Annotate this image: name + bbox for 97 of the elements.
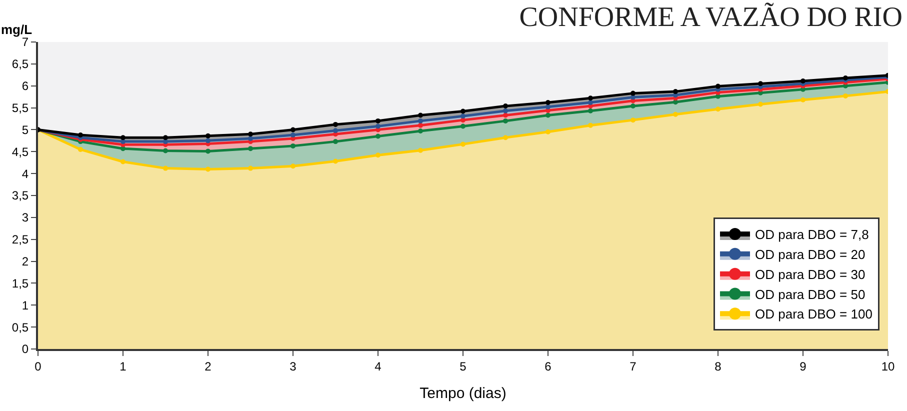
x-tick-label: 10 xyxy=(881,359,895,374)
x-tick-label: 8 xyxy=(714,359,722,374)
point xyxy=(588,100,593,106)
y-tick-label: 5,5 xyxy=(12,100,29,115)
point xyxy=(460,108,466,114)
point xyxy=(630,94,636,100)
point xyxy=(418,128,423,134)
point xyxy=(843,75,848,80)
point xyxy=(376,152,380,158)
x-tick-label: 2 xyxy=(204,359,212,374)
y-tick-label: 3,5 xyxy=(12,188,29,203)
y-tick-label: 1,5 xyxy=(12,276,29,290)
point xyxy=(588,96,593,101)
point xyxy=(460,142,466,147)
legend-label: OD para DBO = 50 xyxy=(755,286,866,302)
point xyxy=(418,122,423,128)
point xyxy=(673,89,678,94)
point xyxy=(716,84,720,89)
y-tick-label: 0,5 xyxy=(12,320,29,334)
x-tick-label: 5 xyxy=(460,359,467,374)
point xyxy=(503,108,508,114)
point xyxy=(630,118,636,123)
point xyxy=(333,139,338,144)
x-tick-label: 3 xyxy=(290,359,297,374)
point xyxy=(248,146,253,152)
legend-label: OD para DBO = 100 xyxy=(755,306,872,322)
point xyxy=(588,122,593,128)
point xyxy=(630,104,636,109)
point xyxy=(290,132,296,138)
y-tick-label: 2 xyxy=(22,254,29,268)
point xyxy=(758,81,763,86)
x-tick-label: 0 xyxy=(34,359,42,374)
point xyxy=(163,148,168,154)
chart-title: CONFORME A VAZÃO DO RIO xyxy=(519,2,902,33)
point xyxy=(333,158,338,164)
x-tick-label: 9 xyxy=(800,359,807,374)
y-tick-label: 0 xyxy=(22,342,29,356)
point xyxy=(630,90,636,96)
point xyxy=(546,112,550,118)
x-tick-label: 1 xyxy=(120,359,127,374)
point xyxy=(206,166,210,172)
point xyxy=(333,122,338,127)
point xyxy=(588,108,593,114)
point xyxy=(418,118,423,124)
point xyxy=(333,128,338,134)
legend-label: OD para DBO = 20 xyxy=(755,247,866,262)
point xyxy=(376,124,380,129)
point xyxy=(800,97,806,102)
x-tick-label: 6 xyxy=(544,359,552,374)
point xyxy=(248,132,253,137)
point xyxy=(163,166,168,171)
legend-label: OD para DBO = 30 xyxy=(755,266,866,282)
x-axis-title: Tempo (dias) xyxy=(420,384,506,402)
point xyxy=(78,146,83,152)
y-tick-label: 7 xyxy=(22,35,29,50)
point xyxy=(460,124,466,129)
y-tick-label: 4 xyxy=(22,166,29,181)
point xyxy=(376,118,380,124)
point xyxy=(673,112,678,117)
y-axis-title: mg/L xyxy=(1,22,32,37)
point xyxy=(290,164,296,169)
point xyxy=(503,104,508,109)
point xyxy=(163,135,168,140)
y-tick-label: 1 xyxy=(22,298,29,312)
point xyxy=(716,106,720,112)
point xyxy=(120,159,126,164)
point xyxy=(546,129,550,134)
point xyxy=(800,78,806,84)
point xyxy=(546,104,550,110)
x-tick-label: 4 xyxy=(374,359,382,374)
point xyxy=(503,118,508,124)
y-tick-label: 3 xyxy=(22,210,29,225)
point xyxy=(78,132,83,138)
legend-label: OD para DBO = 7,8 xyxy=(755,227,869,242)
point xyxy=(758,102,763,107)
x-tick-label: 7 xyxy=(630,359,637,374)
point xyxy=(206,138,210,144)
y-tick-label: 2,5 xyxy=(12,232,29,247)
point xyxy=(206,133,210,138)
point xyxy=(503,112,508,118)
point xyxy=(290,143,296,148)
y-tick-label: 6 xyxy=(22,79,29,94)
point xyxy=(120,135,126,140)
y-tick-label: 5 xyxy=(22,122,29,137)
point xyxy=(206,148,210,154)
point xyxy=(418,112,423,118)
point xyxy=(248,166,253,171)
point xyxy=(248,136,253,141)
point xyxy=(418,148,423,153)
y-tick-label: 4,5 xyxy=(12,144,29,159)
point xyxy=(460,114,466,119)
point xyxy=(376,134,380,139)
y-tick-label: 6,5 xyxy=(12,57,29,72)
point xyxy=(546,100,550,106)
point xyxy=(290,127,296,132)
point xyxy=(843,93,848,98)
point xyxy=(503,135,508,140)
